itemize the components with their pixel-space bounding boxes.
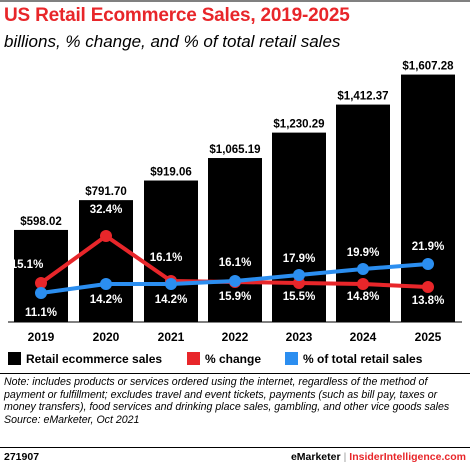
- label-percent-of-total-2025: 21.9%: [412, 241, 445, 253]
- bar-2023: [272, 132, 326, 322]
- legend-swatch-percent-of-total: [285, 352, 298, 365]
- brand-separator: |: [343, 451, 347, 463]
- point-percent-change-2025: [422, 281, 434, 293]
- bar-value-label-2020: $791.70: [85, 186, 127, 198]
- x-tick-label-2020: 2020: [93, 330, 120, 344]
- bar-2019: [14, 229, 68, 322]
- chart-note: Note: includes products or services orde…: [4, 376, 466, 426]
- chart-id: 271907: [4, 451, 40, 463]
- label-percent-change-2019: 15.1%: [11, 259, 44, 271]
- brand-site: InsiderIntelligence.com: [349, 451, 466, 463]
- label-percent-change-2020: 32.4%: [90, 204, 123, 216]
- label-percent-change-2022: 15.9%: [219, 291, 252, 303]
- label-percent-change-2025: 13.8%: [412, 295, 445, 307]
- source-text: Source: eMarketer, Oct 2021: [4, 413, 140, 426]
- point-percent-of-total-2025: [422, 258, 434, 270]
- x-tick-label-2025: 2025: [415, 330, 442, 344]
- note-text: Note: includes products or services orde…: [4, 376, 450, 414]
- label-percent-change-2021: 16.1%: [150, 252, 183, 264]
- point-percent-of-total-2024: [357, 263, 369, 275]
- x-tick-label-2023: 2023: [286, 330, 313, 344]
- x-tick-label-2019: 2019: [28, 330, 55, 344]
- brand-name: eMarketer: [290, 451, 341, 463]
- point-percent-change-2019: [35, 277, 47, 289]
- label-percent-of-total-2024: 19.9%: [347, 247, 380, 259]
- label-percent-of-total-2023: 17.9%: [283, 253, 316, 265]
- label-percent-of-total-2019: 11.1%: [25, 307, 57, 319]
- bar-2022: [208, 158, 262, 322]
- x-tick-label-2024: 2024: [350, 330, 377, 344]
- bar-value-label-2022: $1,065.19: [209, 144, 260, 156]
- x-tick-label-2022: 2022: [222, 330, 249, 344]
- legend-label-percent-change: % change: [205, 352, 261, 366]
- label-percent-change-2023: 15.5%: [283, 291, 316, 303]
- point-percent-change-2020: [100, 230, 112, 242]
- bar-value-label-2024: $1,412.37: [337, 91, 388, 103]
- bar-2021: [144, 180, 198, 322]
- bar-2025: [401, 74, 455, 322]
- bar-value-label-2023: $1,230.29: [273, 119, 324, 131]
- chart-title: US Retail Ecommerce Sales, 2019-2025: [4, 5, 350, 26]
- legend-swatch-sales: [8, 352, 21, 365]
- point-percent-of-total-2020: [100, 278, 112, 290]
- legend-label-percent-of-total: % of total retail sales: [303, 352, 423, 366]
- legend-swatch-percent-change: [187, 352, 200, 365]
- x-tick-label-2021: 2021: [158, 330, 185, 344]
- bar-value-label-2019: $598.02: [20, 216, 62, 228]
- bar-2020: [79, 200, 133, 322]
- label-percent-of-total-2022: 16.1%: [219, 257, 252, 269]
- bar-value-label-2021: $919.06: [150, 167, 192, 179]
- bar-value-label-2025: $1,607.28: [402, 61, 454, 73]
- label-percent-of-total-2021: 14.2%: [155, 294, 188, 306]
- footer-divider: [0, 447, 470, 448]
- combo-chart: $598.02 $791.70 $919.06 $1,065.19 $1,230.29 $…: [0, 0, 470, 366]
- note-divider: [0, 373, 470, 374]
- point-percent-of-total-2019: [35, 287, 47, 299]
- legend-label-sales: Retail ecommerce sales: [26, 352, 162, 366]
- point-percent-change-2024: [357, 278, 369, 290]
- label-percent-change-2024: 14.8%: [347, 291, 380, 303]
- label-percent-of-total-2020: 14.2%: [90, 294, 123, 306]
- point-percent-of-total-2022: [229, 275, 241, 287]
- chart-subtitle: billions, % change, and % of total retai…: [4, 32, 341, 51]
- point-percent-of-total-2023: [293, 269, 305, 281]
- point-percent-of-total-2021: [165, 278, 177, 290]
- footer-brand: eMarketer | InsiderIntelligence.com: [291, 451, 466, 463]
